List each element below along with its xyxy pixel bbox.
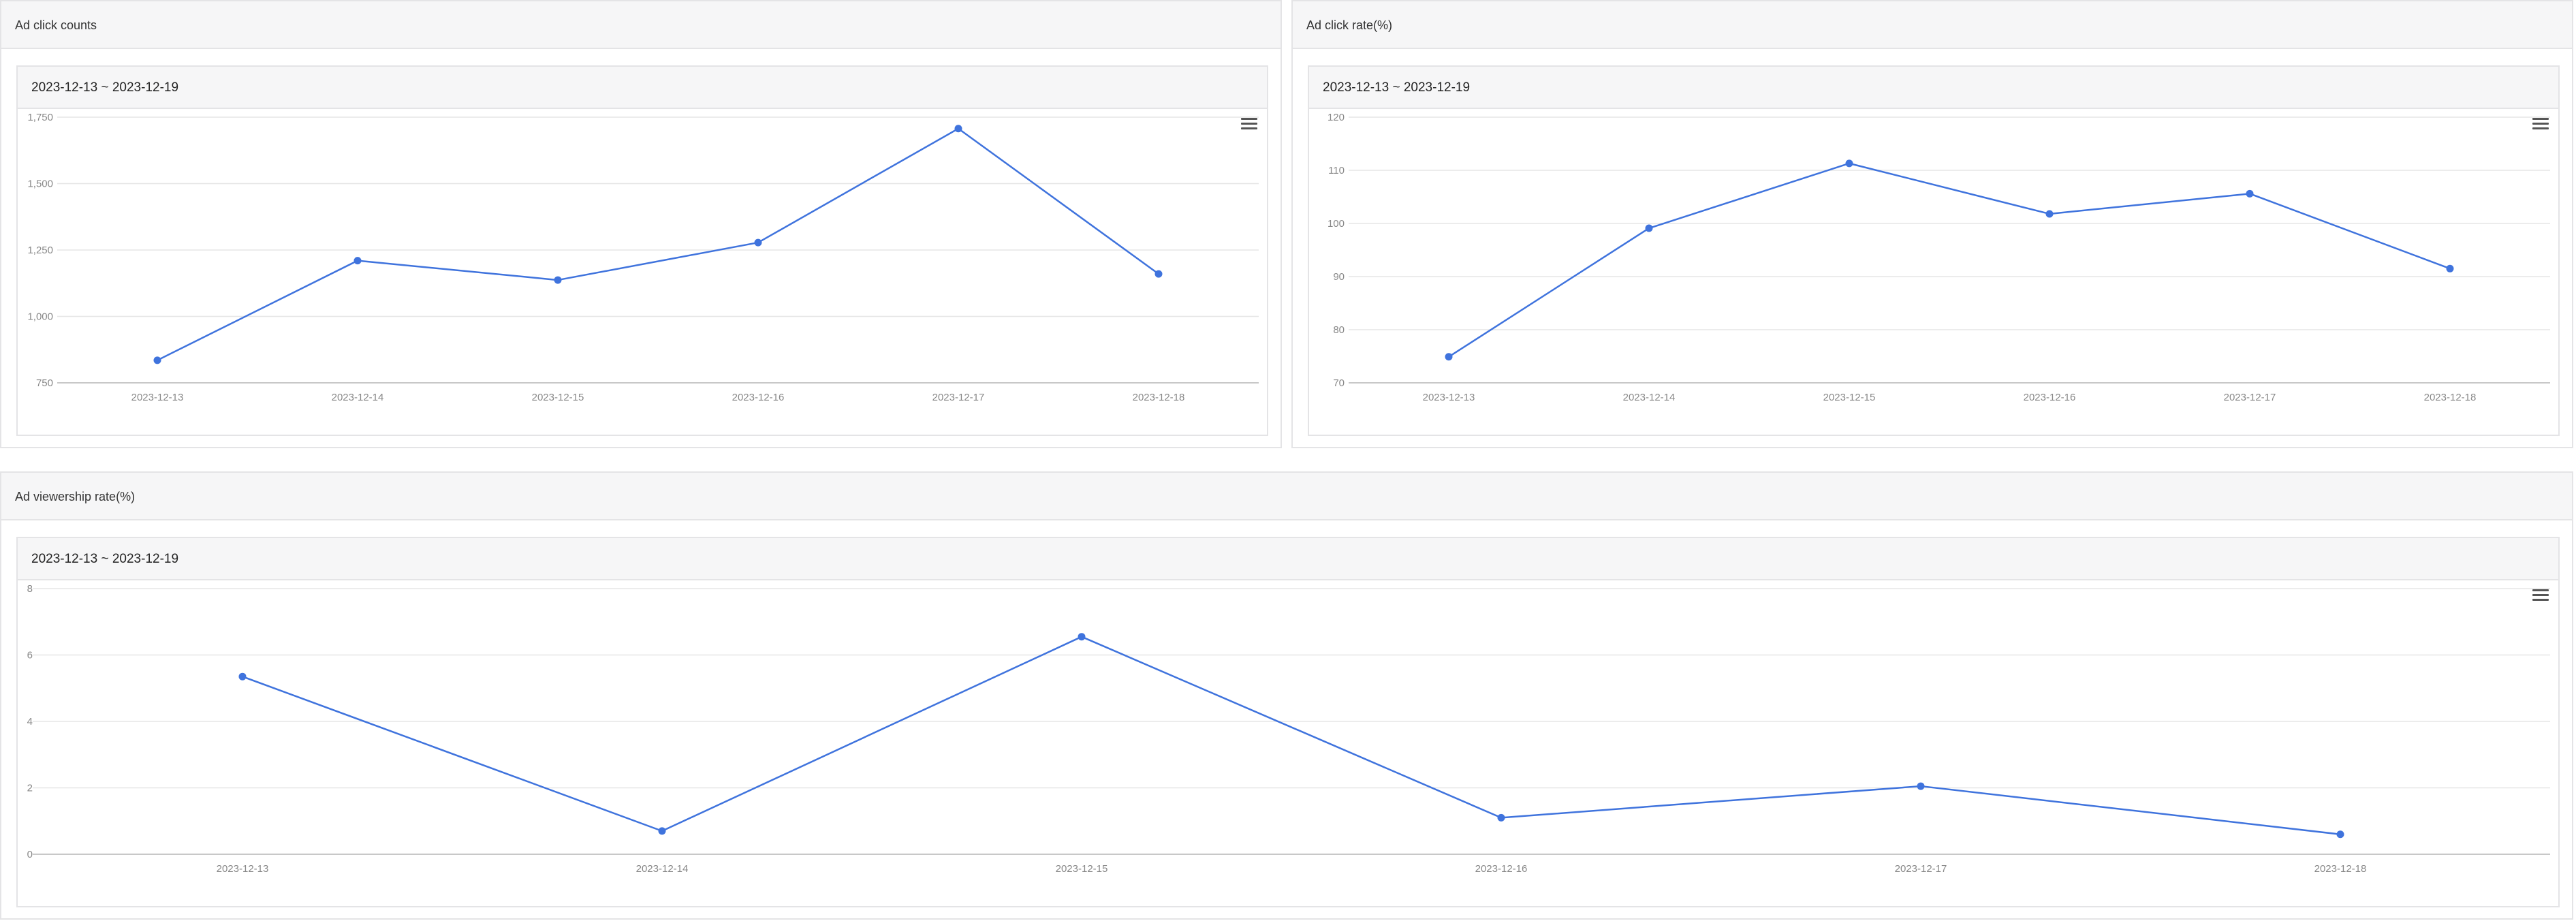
ad-click-rate-chart: 70 80 90 100 110 120 2023-12-13 2023-12-14 2023-… (1328, 112, 2550, 403)
y-tick-label: 8 (27, 583, 33, 595)
series-line (242, 636, 2341, 835)
y-tick-label: 0 (27, 849, 33, 860)
x-tick-label: 2023-12-16 (732, 392, 785, 403)
x-tick-label: 2023-12-15 (532, 392, 584, 403)
chart-plot-area: 0 2 4 6 8 2023-12-13 2023-12-14 2023-12-15 2023-… (18, 580, 2558, 906)
chart-plot-area: 70 80 90 100 110 120 2023-12-13 2023-12-14 2023-… (1309, 109, 2558, 435)
x-tick-label: 2023-12-13 (131, 392, 184, 403)
y-tick-label: 2 (27, 783, 33, 794)
data-point (354, 257, 362, 265)
ad-viewership-rate-panel: Ad viewership rate(%) 2023-12-13 ~ 2023-… (0, 471, 2573, 920)
y-tick-label: 120 (1328, 112, 1345, 123)
ad-click-counts-chart: 750 1,000 1,250 1,500 1,750 2023-12-13 2023-12… (27, 112, 1259, 403)
y-tick-label: 1,750 (27, 112, 53, 123)
x-tick-label: 2023-12-17 (932, 392, 985, 403)
hamburger-menu-icon[interactable] (2532, 589, 2549, 601)
y-tick-label: 1,250 (27, 245, 53, 256)
y-tick-label: 70 (1333, 377, 1345, 389)
data-point (1497, 813, 1505, 822)
series-line (1448, 162, 2451, 358)
chart-card: 2023-12-13 ~ 2023-12-19 0 2 4 6 8 2023-12-13 2… (16, 537, 2560, 907)
x-tick-label: 2023-12-14 (636, 863, 689, 875)
y-tick-label: 110 (1328, 165, 1345, 176)
y-tick-label: 4 (27, 716, 33, 728)
data-point (1845, 159, 1853, 168)
chart-card: 2023-12-13 ~ 2023-12-19 70 80 90 100 110 120 2… (1308, 65, 2560, 436)
data-point (2336, 830, 2344, 839)
data-point (954, 125, 962, 133)
x-tick-label: 2023-12-17 (2224, 392, 2276, 403)
y-tick-label: 750 (36, 377, 53, 389)
data-point (554, 276, 562, 284)
x-tick-label: 2023-12-18 (2424, 392, 2477, 403)
y-tick-label: 1,500 (27, 178, 53, 190)
x-tick-label: 2023-12-18 (2314, 863, 2367, 875)
x-tick-label: 2023-12-16 (2024, 392, 2076, 403)
data-point (238, 672, 247, 681)
y-tick-label: 6 (27, 650, 33, 661)
y-tick-label: 90 (1333, 271, 1345, 283)
series-line (157, 127, 1159, 361)
x-tick-label: 2023-12-15 (1056, 863, 1108, 875)
y-tick-label: 1,000 (27, 311, 53, 323)
date-range-label: 2023-12-13 ~ 2023-12-19 (18, 538, 2558, 580)
data-point (1917, 782, 1925, 790)
data-point (658, 827, 666, 835)
y-tick-label: 100 (1328, 218, 1345, 230)
panel-title: Ad click counts (1, 1, 1281, 49)
x-tick-label: 2023-12-16 (1475, 863, 1528, 875)
hamburger-menu-icon[interactable] (2532, 117, 2549, 129)
data-point (2446, 264, 2454, 272)
date-range-label: 2023-12-13 ~ 2023-12-19 (1309, 67, 2558, 109)
x-tick-label: 2023-12-15 (1823, 392, 1876, 403)
data-point (1445, 353, 1453, 361)
panel-title: Ad click rate(%) (1293, 1, 2572, 49)
x-tick-label: 2023-12-18 (1133, 392, 1185, 403)
ad-viewership-rate-chart: 0 2 4 6 8 2023-12-13 2023-12-14 2023-12-15 2023-… (27, 583, 2550, 875)
x-tick-label: 2023-12-14 (332, 392, 384, 403)
data-point (1155, 270, 1163, 278)
hamburger-menu-icon[interactable] (1241, 117, 1257, 129)
data-point (754, 238, 762, 247)
data-point (2045, 210, 2054, 218)
ad-click-counts-panel: Ad click counts 2023-12-13 ~ 2023-12-19 … (0, 0, 1282, 448)
panel-title: Ad viewership rate(%) (1, 473, 2572, 520)
chart-card: 2023-12-13 ~ 2023-12-19 750 1,000 1,250 1,5… (16, 65, 1268, 436)
data-point (1078, 633, 1086, 641)
y-tick-label: 80 (1333, 324, 1345, 336)
data-point (153, 356, 161, 364)
date-range-label: 2023-12-13 ~ 2023-12-19 (18, 67, 1267, 109)
data-point (1645, 224, 1653, 232)
x-tick-label: 2023-12-13 (217, 863, 269, 875)
x-tick-label: 2023-12-14 (1623, 392, 1676, 403)
x-tick-label: 2023-12-13 (1423, 392, 1475, 403)
data-point (2246, 189, 2254, 198)
chart-plot-area: 750 1,000 1,250 1,500 1,750 2023-12-13 2023-12… (18, 109, 1267, 435)
x-tick-label: 2023-12-17 (1895, 863, 1947, 875)
ad-click-rate-panel: Ad click rate(%) 2023-12-13 ~ 2023-12-19… (1291, 0, 2573, 448)
